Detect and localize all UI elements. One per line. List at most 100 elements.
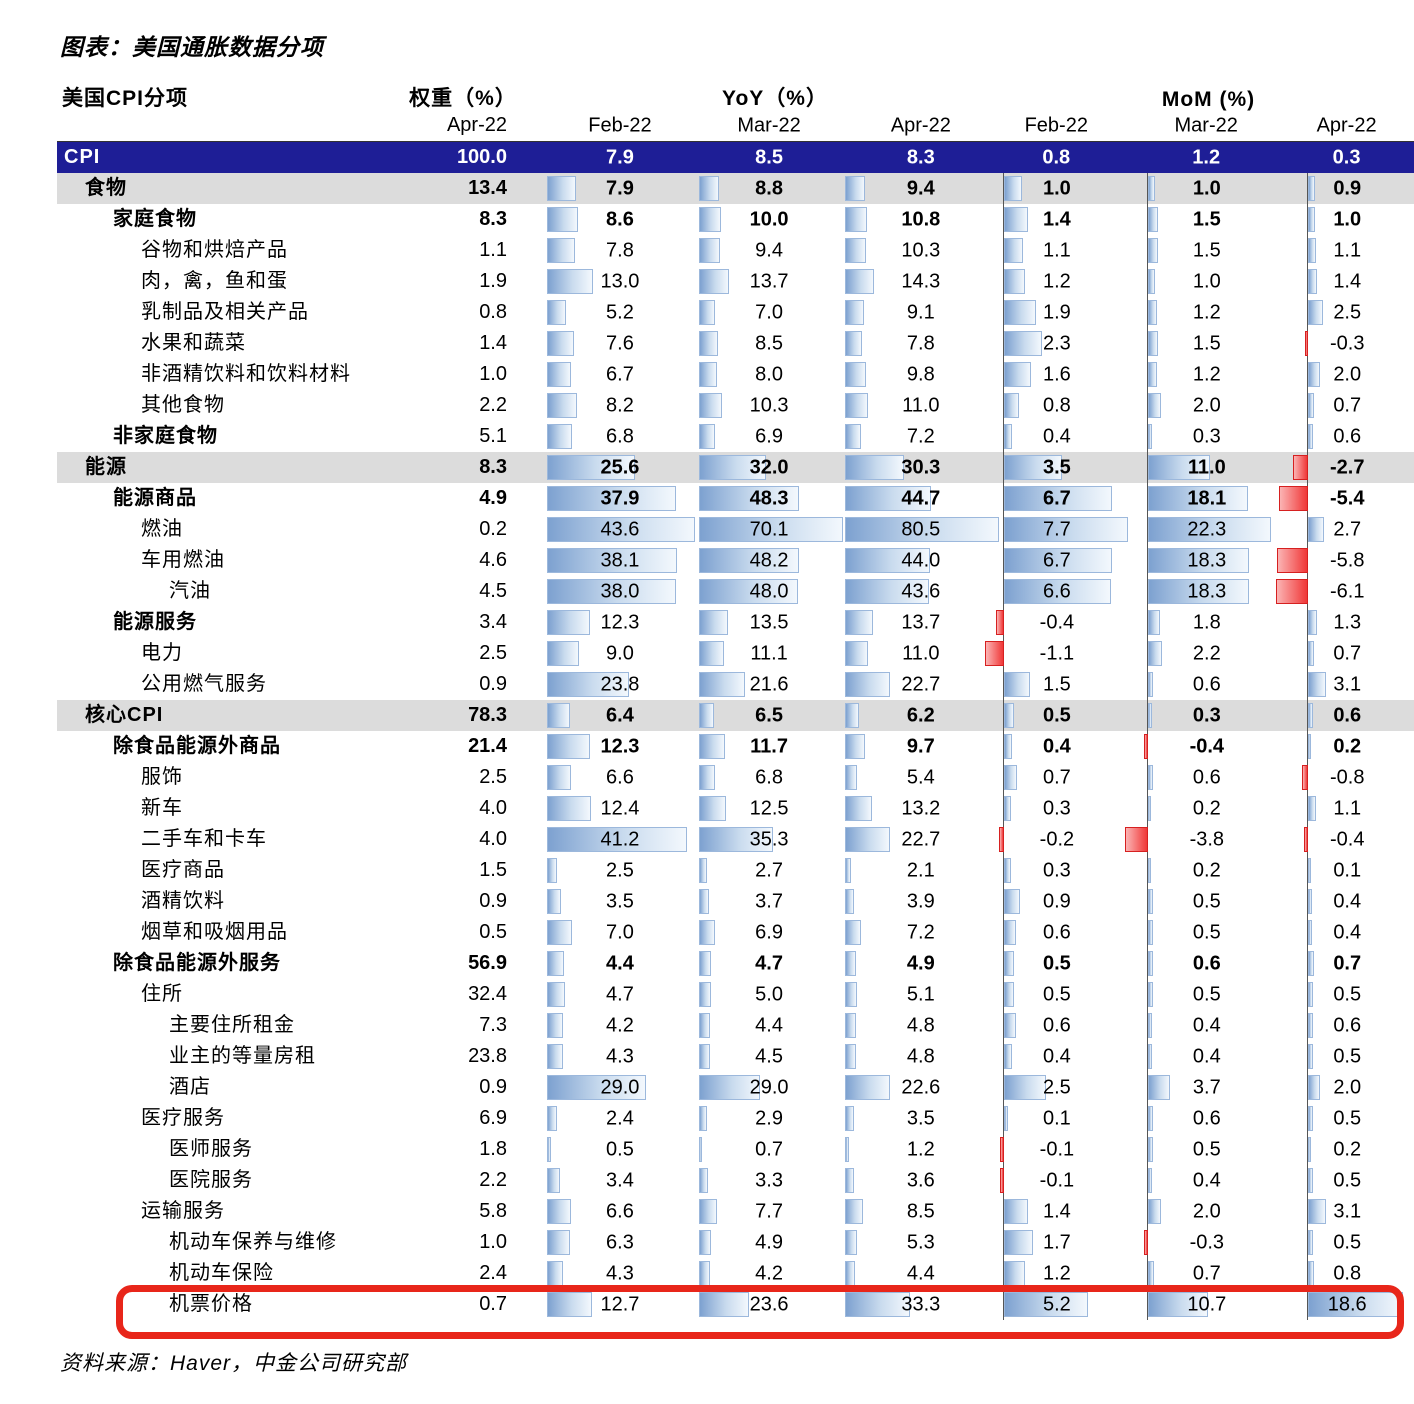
subheader-date: Apr-22 [1307, 110, 1414, 141]
cell-value: 30.3 [901, 456, 941, 478]
mom-apr-22-cell: 1.0 [1307, 204, 1414, 235]
mom-feb-22-cell: 0.1 [1003, 1103, 1147, 1134]
cell-value: 0.5 [1333, 1107, 1362, 1129]
cell-value: -0.8 [1329, 766, 1365, 788]
cell-value: 7.9 [606, 146, 634, 168]
cell-value: 18.1 [1187, 487, 1227, 509]
data-bar [845, 982, 857, 1007]
mom-feb-22-cell: 6.6 [1003, 576, 1147, 607]
data-bar [547, 269, 593, 294]
data-bar [1148, 331, 1159, 356]
yoy-mar-22-cell: 10.3 [699, 390, 845, 421]
table-row: 食物 13.4 7.9 8.8 9.4 1.0 1.0 0.9 [57, 173, 1414, 204]
data-bar [1004, 362, 1032, 387]
data-bar [1308, 269, 1317, 294]
data-bar [1148, 548, 1250, 573]
cell-value: 0.2 [1333, 1138, 1362, 1160]
spacer [509, 297, 547, 328]
yoy-apr-22-cell: 80.5 [845, 514, 1003, 545]
row-label: 服饰 [141, 766, 183, 788]
data-bar [1308, 1168, 1313, 1193]
mom-feb-22-cell: 1.9 [1003, 297, 1147, 328]
data-bar [1004, 331, 1043, 356]
yoy-apr-22-cell: 5.1 [845, 979, 1003, 1010]
mom-apr-22-cell: -0.3 [1304, 328, 1414, 359]
cell-value: 4.7 [755, 952, 783, 974]
cell-value: 6.6 [606, 766, 634, 788]
data-bar [699, 424, 715, 449]
mom-mar-22-cell: 0.3 [1147, 700, 1307, 731]
cell-value: 9.0 [606, 642, 634, 664]
mom-feb-22-cell: 3.5 [1003, 452, 1147, 483]
cell-value: 9.4 [906, 177, 935, 199]
data-bar [1148, 672, 1154, 697]
row-label: 酒店 [169, 1076, 211, 1098]
row-label: 机动车保险 [169, 1262, 274, 1284]
table-row: 家庭食物 8.3 8.6 10.0 10.8 1.4 1.5 1.0 [57, 204, 1414, 235]
data-bar [1004, 1292, 1089, 1317]
data-bar [845, 796, 872, 821]
data-bar [1004, 455, 1062, 480]
mom-mar-22-cell: 0.5 [1147, 917, 1307, 948]
data-bar [547, 1044, 564, 1069]
data-bar [1004, 517, 1128, 542]
mom-feb-22-cell: 2.5 [1003, 1072, 1147, 1103]
data-bar [1277, 548, 1308, 573]
mom-apr-22-cell: -2.7 [1292, 452, 1414, 483]
mom-mar-22-cell: 1.5 [1147, 204, 1307, 235]
spacer [509, 793, 547, 824]
mom-feb-22-cell: 0.5 [1003, 948, 1147, 979]
yoy-mar-22-cell: 3.7 [699, 886, 845, 917]
mom-apr-22-cell: 0.5 [1307, 1041, 1414, 1072]
cell-value: 1.2 [1192, 146, 1221, 168]
data-bar [699, 331, 719, 356]
cell-value: 0.5 [1043, 952, 1071, 974]
yoy-feb-22-cell: 13.0 [547, 266, 699, 297]
cell-value: 8.6 [606, 208, 634, 230]
row-label: 能源商品 [113, 487, 197, 509]
cell-value: 7.8 [606, 239, 634, 261]
yoy-apr-22-cell: 7.8 [845, 328, 1003, 359]
row-label: 住所 [141, 983, 183, 1005]
mom-feb-22-cell: 0.7 [1003, 762, 1147, 793]
mom-mar-22-cell: 2.2 [1147, 638, 1307, 669]
row-label: 汽油 [169, 580, 211, 602]
cell-value: 13.0 [600, 270, 640, 292]
data-bar [699, 455, 766, 480]
yoy-mar-22-cell: 48.0 [699, 576, 845, 607]
yoy-feb-22-cell: 37.9 [547, 483, 699, 514]
yoy-feb-22-cell: 9.0 [547, 638, 699, 669]
data-bar [1004, 951, 1014, 976]
yoy-apr-22-cell: 9.7 [845, 731, 1003, 762]
cell-value: 7.2 [906, 921, 935, 943]
row-label: 主要住所租金 [169, 1014, 295, 1036]
mom-feb-22-cell: 0.5 [1003, 700, 1147, 731]
spacer [509, 886, 547, 917]
row-label: 乳制品及相关产品 [141, 301, 309, 323]
yoy-apr-22-cell: 10.3 [845, 235, 1003, 266]
cell-value: 48.3 [749, 487, 789, 509]
yoy-feb-22-cell: 41.2 [547, 824, 699, 855]
cell-value: 0.5 [1192, 983, 1221, 1005]
data-bar [1000, 1137, 1004, 1162]
cell-value: 44.7 [901, 487, 941, 509]
mom-apr-22-cell: 0.6 [1307, 1010, 1414, 1041]
row-label: 核心CPI [85, 704, 164, 726]
yoy-apr-22-cell: 4.8 [845, 1010, 1003, 1041]
data-bar [699, 1013, 710, 1038]
cell-value: 1.4 [1043, 208, 1071, 230]
table-row: 能源商品 4.9 37.9 48.3 44.7 6.7 18.1 -5.4 [57, 483, 1414, 514]
yoy-feb-22-cell: 7.0 [547, 917, 699, 948]
mom-mar-22-cell: -0.4 [1143, 731, 1307, 762]
yoy-mar-22-cell: 9.4 [699, 235, 845, 266]
row-label: 医疗商品 [141, 859, 225, 881]
data-bar [1148, 207, 1159, 232]
data-bar [1148, 610, 1160, 635]
weight-value: 2.2 [479, 1169, 507, 1191]
weight-value: 3.4 [479, 611, 507, 633]
yoy-mar-22-cell: 13.5 [699, 607, 845, 638]
spacer [509, 1010, 547, 1041]
row-label: 新车 [141, 797, 183, 819]
cell-value: 6.6 [1043, 580, 1071, 602]
cell-value: 18.3 [1187, 549, 1227, 571]
